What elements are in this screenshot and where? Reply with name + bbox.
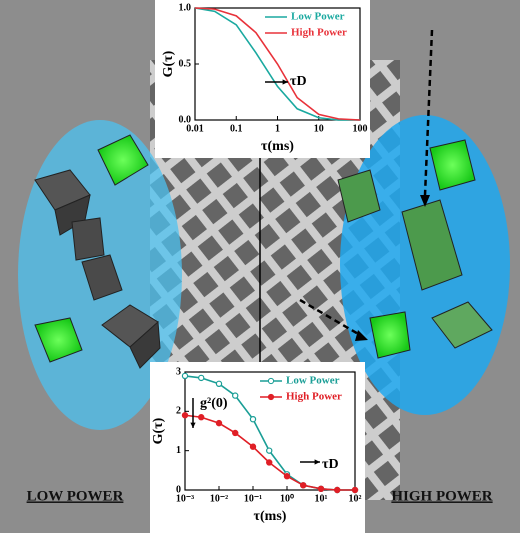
data-point: [249, 416, 257, 423]
legend-label: High Power: [286, 391, 342, 403]
legend-label: High Power: [291, 27, 347, 39]
x-tick-label: 10⁰: [280, 493, 294, 504]
y-axis-label: G(τ): [151, 417, 166, 444]
x-axis-label: τ(ms): [261, 139, 294, 154]
data-point: [198, 414, 205, 421]
y-tick-label: 0.0: [179, 114, 192, 125]
data-point: [181, 412, 189, 419]
annotation-arrowhead: [282, 79, 288, 85]
data-point: [215, 419, 223, 427]
y-axis-label: G(τ): [161, 50, 176, 77]
arrows: [299, 29, 434, 337]
x-tick-label: 10²: [349, 493, 362, 504]
data-point: [232, 392, 239, 399]
cubes: [34, 134, 493, 369]
annotation: τD: [290, 74, 307, 89]
x-tick-label: 10⁻²: [210, 493, 228, 504]
data-point: [317, 485, 325, 493]
x-tick-label: 10⁻³: [176, 493, 194, 504]
annotation: g²(0): [200, 396, 228, 411]
legend-marker: [267, 377, 275, 385]
data-point: [215, 380, 223, 387]
series-line: [194, 7, 360, 121]
data-point: [266, 447, 273, 454]
legend-marker: [267, 393, 275, 401]
legend-label: Low Power: [291, 11, 345, 23]
inset-top: [155, 0, 370, 158]
x-axis-label: τ(ms): [254, 509, 287, 524]
inset-bottom: [150, 362, 365, 533]
data-point: [198, 374, 205, 382]
x-tick-label: 0.1: [230, 123, 243, 134]
x-tick-label: 1: [275, 123, 280, 134]
data-point: [351, 486, 359, 494]
y-tick-label: 0.5: [179, 58, 192, 69]
x-tick-label: 0.01: [186, 123, 204, 134]
legend-label: Low Power: [286, 375, 340, 387]
data-point: [300, 482, 307, 489]
low-power-label: LOW POWER: [27, 488, 124, 504]
plot-frame: [184, 371, 356, 491]
y-tick-label: 3: [176, 366, 181, 377]
data-point: [334, 486, 341, 494]
arrow-head: [355, 330, 368, 341]
high-power-label: HIGH POWER: [391, 488, 492, 504]
data-point: [249, 443, 257, 450]
data-point: [181, 372, 189, 380]
annotation-arrowhead: [190, 422, 196, 428]
arrow-head: [420, 195, 430, 207]
annotation-arrowhead: [314, 459, 320, 465]
x-tick-label: 10⁻¹: [244, 493, 262, 504]
y-tick-label: 1: [176, 445, 181, 456]
y-tick-label: 2: [176, 406, 181, 417]
y-tick-label: 0: [176, 484, 181, 495]
x-tick-label: 10: [314, 123, 324, 134]
data-point: [266, 459, 273, 466]
data-point: [232, 429, 239, 437]
x-tick-label: 10¹: [315, 493, 328, 504]
series-line: [194, 7, 361, 121]
x-tick-label: 100: [353, 123, 368, 134]
y-tick-label: 1.0: [179, 2, 192, 13]
annotation: τD: [322, 457, 339, 472]
data-point: [283, 473, 291, 480]
